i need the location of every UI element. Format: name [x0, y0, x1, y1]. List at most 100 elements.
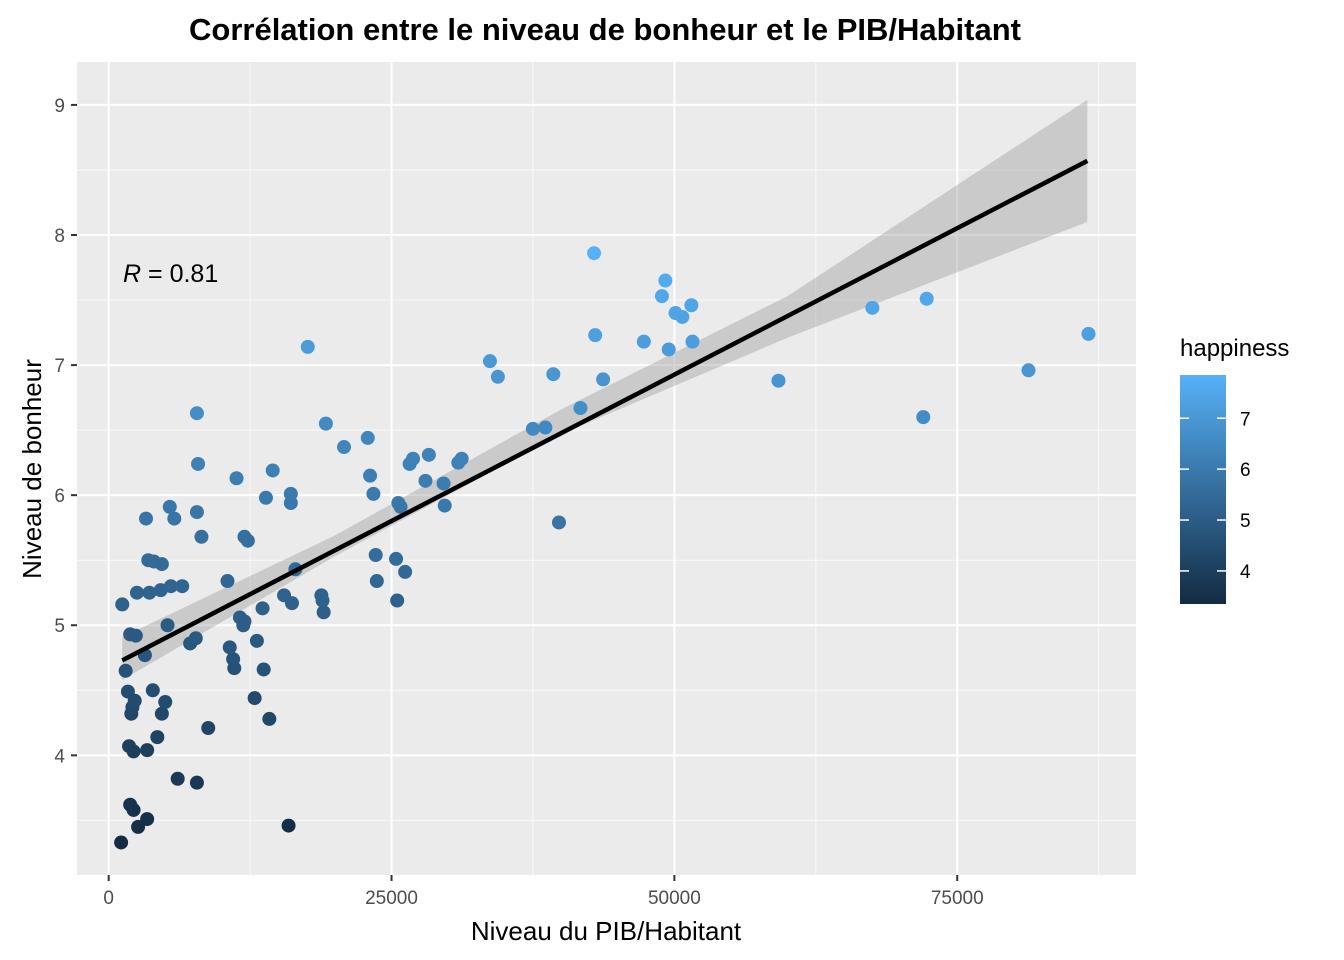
data-point	[140, 743, 155, 758]
data-point	[281, 818, 296, 833]
data-point	[436, 476, 451, 491]
data-point	[227, 661, 242, 676]
y-axis: 4 5 6 7 8 9	[54, 96, 77, 767]
data-point	[170, 771, 185, 786]
x-tick-label: 50000	[648, 888, 701, 909]
data-point	[389, 551, 404, 566]
grid-minor	[77, 62, 1136, 875]
data-point	[525, 421, 540, 436]
x-tick-label: 75000	[931, 888, 984, 909]
y-tick-label: 7	[54, 356, 65, 377]
data-point	[316, 605, 331, 620]
data-point	[201, 721, 216, 736]
data-point	[145, 683, 160, 698]
data-point	[284, 596, 299, 611]
data-point	[150, 730, 165, 745]
x-tick-label: 25000	[365, 888, 418, 909]
data-point	[393, 499, 408, 514]
data-point	[131, 819, 146, 834]
legend-tick-label: 6	[1240, 460, 1251, 481]
x-tick-label: 0	[103, 888, 114, 909]
y-axis-title: Niveau de bonheur	[17, 359, 47, 579]
data-point	[300, 339, 315, 354]
data-point	[191, 456, 206, 471]
chart-title: Corrélation entre le niveau de bonheur e…	[189, 12, 1021, 47]
data-point	[654, 289, 669, 304]
r-symbol: R	[123, 260, 141, 288]
x-axis-title: Niveau du PIB/Habitant	[471, 916, 742, 946]
data-point	[1081, 326, 1096, 341]
data-point	[919, 291, 934, 306]
data-point	[247, 691, 262, 706]
data-point	[366, 486, 381, 501]
data-point	[588, 328, 603, 343]
data-point	[865, 300, 880, 315]
data-point	[661, 342, 676, 357]
data-point	[126, 802, 141, 817]
data-point	[390, 593, 405, 608]
data-point	[126, 744, 141, 759]
legend-ticks: 4 5 6 7	[1180, 409, 1251, 583]
data-point	[368, 548, 383, 563]
data-point	[1021, 363, 1036, 378]
data-point	[573, 401, 588, 416]
legend-title: happiness	[1180, 335, 1289, 362]
r-equals: =	[141, 260, 170, 288]
data-point	[189, 775, 204, 790]
data-point	[360, 430, 375, 445]
data-point	[229, 471, 244, 486]
plot-panel	[77, 62, 1136, 875]
data-point	[684, 298, 699, 313]
legend-colorbar	[1180, 375, 1226, 604]
data-point	[249, 633, 264, 648]
data-point	[220, 574, 235, 589]
data-point	[189, 406, 204, 421]
data-point	[194, 529, 209, 544]
data-point	[596, 372, 611, 387]
r-value: 0.81	[170, 260, 219, 288]
legend-tick-label: 5	[1240, 511, 1251, 532]
data-point	[363, 468, 378, 483]
data-point	[256, 662, 271, 677]
data-point	[140, 812, 155, 827]
data-point	[175, 579, 190, 594]
data-point	[454, 451, 469, 466]
legend-tick-label: 4	[1240, 562, 1251, 583]
data-point	[406, 451, 421, 466]
data-point	[237, 614, 252, 629]
data-point	[418, 473, 433, 488]
data-point	[255, 601, 270, 616]
data-point	[222, 640, 237, 655]
data-point	[315, 593, 330, 608]
data-point	[129, 585, 144, 600]
data-point	[142, 585, 157, 600]
data-point	[189, 505, 204, 520]
correlation-annotation: R = 0.81	[123, 260, 218, 288]
data-point	[167, 511, 182, 526]
data-point	[337, 440, 352, 455]
data-point	[162, 499, 177, 514]
data-point	[437, 498, 452, 513]
data-point	[158, 694, 173, 709]
y-tick-label: 9	[54, 96, 65, 117]
data-point	[546, 367, 561, 382]
data-point	[421, 447, 436, 462]
y-tick-label: 5	[54, 616, 65, 637]
data-point	[283, 486, 298, 501]
data-point	[482, 354, 497, 369]
data-point	[258, 490, 273, 505]
y-tick-label: 6	[54, 486, 65, 507]
data-point	[240, 533, 255, 548]
data-point	[538, 420, 553, 435]
data-point	[318, 416, 333, 431]
data-point	[490, 369, 505, 384]
data-point	[685, 334, 700, 349]
data-point	[154, 557, 169, 572]
data-point	[675, 309, 690, 324]
x-axis: 0 25000 50000 75000	[103, 875, 984, 909]
regression-line	[121, 158, 1089, 663]
data-point	[587, 246, 602, 261]
y-tick-label: 8	[54, 226, 65, 247]
data-point	[636, 334, 651, 349]
